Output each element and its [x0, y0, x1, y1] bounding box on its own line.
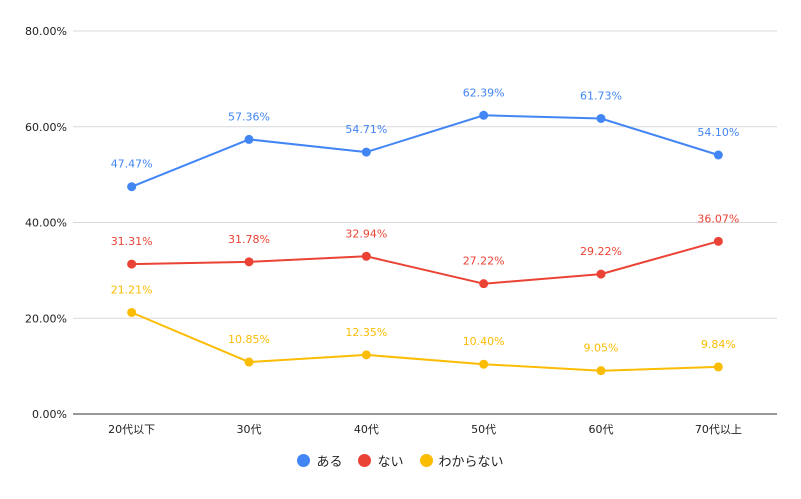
legend-swatch [358, 453, 372, 467]
gridlines [73, 30, 777, 415]
data-label: 62.39% [463, 86, 505, 99]
data-label: 61.73% [580, 89, 622, 102]
data-label: 10.40% [463, 335, 505, 348]
series-line [131, 114, 719, 188]
data-label: 27.22% [463, 255, 505, 268]
data-label: 47.47% [111, 158, 153, 171]
data-label: 31.78% [228, 233, 270, 246]
data-label: 10.85% [228, 333, 270, 346]
data-label: 9.84% [701, 338, 736, 351]
data-point [713, 150, 723, 160]
legend-item: ない [358, 451, 404, 470]
data-point [361, 147, 371, 157]
legend-swatch [297, 453, 311, 467]
data-label: 57.36% [228, 110, 270, 123]
data-labels: 47.47% 57.36% 54.71% 62.39% 61.73% 54.10% 31.3… [111, 86, 740, 354]
data-point [596, 366, 606, 376]
data-point [361, 350, 371, 360]
x-tick-label: 50代 [471, 423, 496, 436]
data-point [596, 269, 606, 279]
series-1 [127, 110, 723, 192]
y-tick-label: 0.00% [32, 408, 67, 421]
data-point [713, 236, 723, 246]
data-point [244, 257, 254, 267]
x-tick-label: 20代以下 [108, 423, 155, 436]
data-label: 12.35% [345, 326, 387, 339]
data-point [596, 113, 606, 123]
data-point [244, 357, 254, 367]
series-line [131, 240, 719, 285]
legend: ある ない わからない [0, 448, 801, 472]
data-point [127, 259, 137, 269]
x-tick-label: 30代 [237, 423, 262, 436]
data-point [479, 359, 489, 369]
series-line [131, 311, 719, 372]
data-label: 54.71% [345, 123, 387, 136]
data-label: 9.05% [584, 342, 619, 355]
x-tick-label: 60代 [589, 423, 614, 436]
series-lines [127, 110, 723, 376]
legend-item: ある [297, 451, 342, 470]
x-axis-ticks: 20代以下 30代 40代 50代 60代 70代以上 [108, 423, 742, 436]
data-label: 29.22% [580, 245, 622, 258]
legend-label: ない [377, 454, 404, 470]
data-label: 32.94% [345, 227, 387, 240]
legend-label: わからない [438, 454, 504, 470]
y-tick-label: 80.00% [25, 25, 67, 38]
data-point [244, 134, 254, 144]
legend-label: ある [316, 454, 343, 470]
data-point [127, 182, 137, 192]
data-label: 21.21% [111, 283, 153, 296]
data-point [479, 110, 489, 120]
series-3 [127, 307, 723, 376]
data-label: 54.10% [697, 126, 739, 139]
data-point [479, 279, 489, 289]
legend-swatch [419, 453, 433, 467]
y-tick-label: 20.00% [25, 312, 67, 325]
data-label: 31.31% [111, 235, 153, 248]
series-2 [127, 236, 723, 289]
x-tick-label: 40代 [354, 423, 379, 436]
legend-item: わからない [419, 451, 504, 470]
x-tick-label: 70代以上 [695, 423, 742, 436]
data-label: 36.07% [697, 212, 739, 225]
data-point [713, 362, 723, 372]
data-point [361, 251, 371, 261]
y-axis-ticks: 0.00% 20.00% 40.00% 60.00% 80.00% [25, 25, 67, 421]
y-tick-label: 60.00% [25, 121, 67, 134]
data-point [127, 307, 137, 317]
y-tick-label: 40.00% [25, 217, 67, 230]
